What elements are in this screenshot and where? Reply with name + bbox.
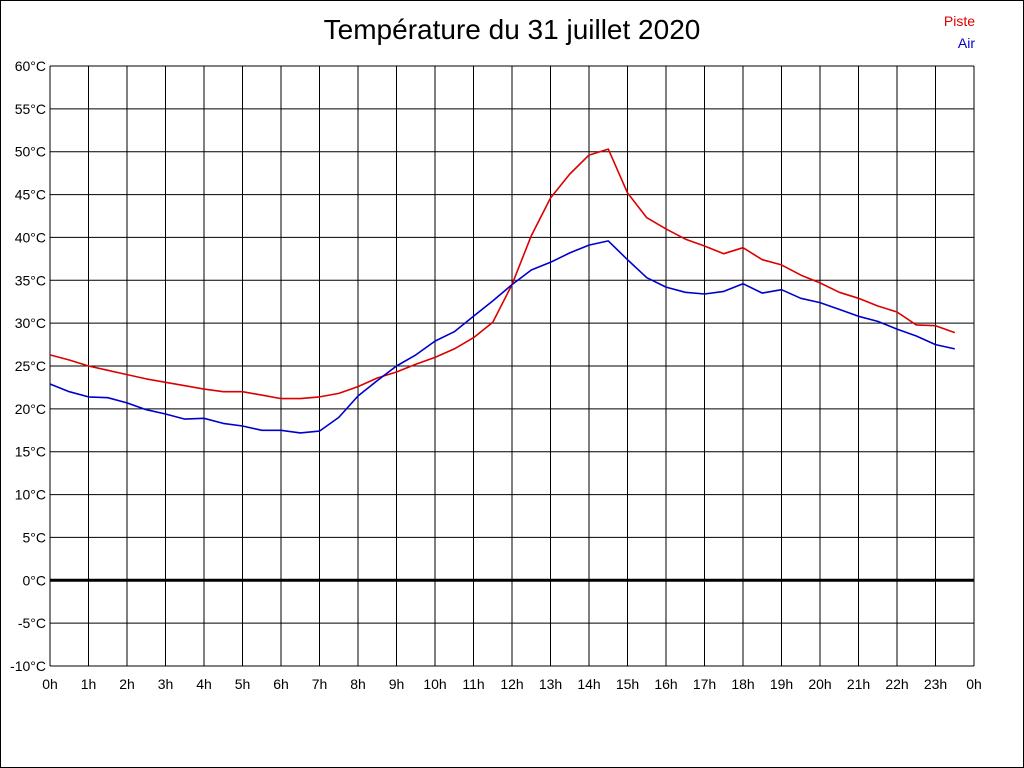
x-tick-label: 15h bbox=[616, 676, 639, 692]
y-tick-label: 55°C bbox=[15, 101, 46, 117]
y-tick-label: 0°C bbox=[23, 572, 47, 588]
y-tick-label: 50°C bbox=[15, 144, 46, 160]
y-tick-label: 45°C bbox=[15, 187, 46, 203]
x-tick-label: 0h bbox=[42, 676, 58, 692]
x-tick-label: 18h bbox=[731, 676, 754, 692]
x-tick-label: 16h bbox=[654, 676, 677, 692]
x-tick-label: 14h bbox=[577, 676, 600, 692]
legend-item-air: Air bbox=[957, 35, 975, 51]
y-tick-label: 25°C bbox=[15, 358, 46, 374]
series-line-air bbox=[49, 240, 955, 434]
x-tick-label: 5h bbox=[235, 676, 251, 692]
x-tick-label: 23h bbox=[924, 676, 947, 692]
x-tick-label: 22h bbox=[885, 676, 908, 692]
x-tick-label: 12h bbox=[500, 676, 523, 692]
y-tick-label: 30°C bbox=[15, 315, 46, 331]
x-tick-label: 7h bbox=[312, 676, 328, 692]
x-tick-label: 11h bbox=[462, 676, 484, 692]
y-tick-label: 40°C bbox=[15, 229, 46, 245]
y-tick-label: 20°C bbox=[15, 401, 46, 417]
x-tick-label: 8h bbox=[350, 676, 366, 692]
x-tick-label: 1h bbox=[81, 676, 97, 692]
x-tick-label: 2h bbox=[119, 676, 135, 692]
x-tick-label: 17h bbox=[693, 676, 716, 692]
x-tick-label: 19h bbox=[770, 676, 793, 692]
y-tick-label: -10°C bbox=[10, 658, 46, 674]
x-tick-label: 21h bbox=[847, 676, 870, 692]
y-tick-label: 15°C bbox=[15, 444, 46, 460]
x-tick-label: 20h bbox=[808, 676, 831, 692]
series-line-piste bbox=[49, 148, 956, 400]
x-tick-label: 13h bbox=[539, 676, 562, 692]
chart-title: Température du 31 juillet 2020 bbox=[323, 14, 701, 45]
y-tick-label: 5°C bbox=[23, 529, 47, 545]
x-tick-label: 0h bbox=[966, 676, 982, 692]
x-tick-label: 3h bbox=[158, 676, 174, 692]
x-tick-label: 4h bbox=[196, 676, 212, 692]
legend-item-piste: Piste bbox=[943, 13, 975, 29]
y-tick-label: 10°C bbox=[15, 487, 46, 503]
y-tick-label: 60°C bbox=[15, 58, 46, 74]
y-tick-label: 35°C bbox=[15, 272, 46, 288]
y-tick-label: -5°C bbox=[18, 615, 46, 631]
x-tick-label: 10h bbox=[423, 676, 446, 692]
x-tick-label: 6h bbox=[273, 676, 289, 692]
x-tick-label: 9h bbox=[389, 676, 405, 692]
